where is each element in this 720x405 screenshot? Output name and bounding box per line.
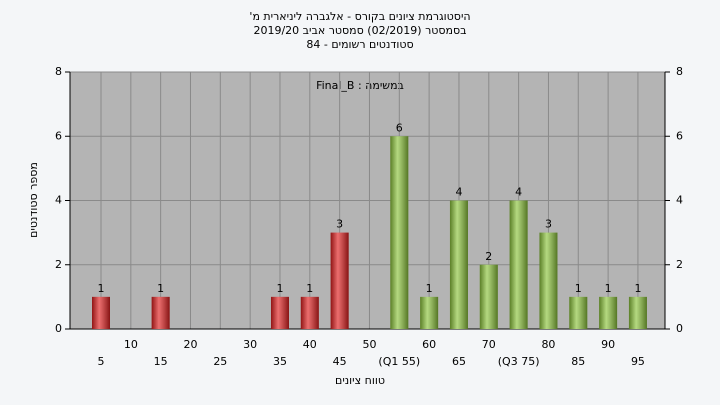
value-label: 1: [426, 282, 433, 295]
x-tick-label: (Q1 55): [378, 355, 420, 368]
x-tick-label: 90: [601, 338, 615, 351]
value-label: 4: [455, 186, 462, 199]
value-label: 3: [336, 218, 343, 231]
bar-shade: [539, 232, 558, 329]
x-tick-label: 95: [631, 355, 645, 368]
x-tick-label: 30: [243, 338, 257, 351]
bar-shade: [449, 200, 468, 329]
value-label: 1: [605, 282, 612, 295]
x-tick-label: 65: [452, 355, 466, 368]
y-tick-label: 0: [55, 322, 62, 335]
x-tick-label: 10: [124, 338, 138, 351]
x-tick-label: 40: [303, 338, 317, 351]
chart-subtitle: סטודנטים רשומים - 84: [306, 38, 413, 51]
bar-shade: [330, 232, 349, 329]
value-label: 1: [157, 282, 164, 295]
value-label: 1: [634, 282, 641, 295]
bar-shade: [599, 296, 618, 329]
bar-shade: [509, 200, 528, 329]
bar-shade: [92, 296, 110, 329]
y-tick-label: 8: [55, 65, 62, 78]
x-tick-label: 45: [333, 355, 347, 368]
chart-title: 'היסטוגרמת ציונים בקורס - אלגברה ליניארי…: [249, 10, 470, 23]
bar-shade: [151, 296, 170, 329]
bar-shade: [390, 136, 409, 329]
x-tick-label: 50: [362, 338, 376, 351]
x-tick-label: 20: [183, 338, 197, 351]
bar-shade: [300, 296, 319, 329]
bar-shade: [270, 296, 289, 329]
y-axis-label: מספר סטודנטים: [27, 162, 40, 238]
y2-tick-label: 0: [676, 322, 683, 335]
bar-shade: [628, 296, 647, 329]
y-tick-label: 2: [55, 258, 62, 271]
y2-tick-label: 6: [676, 129, 683, 142]
value-label: 1: [306, 282, 313, 295]
x-tick-label: 60: [422, 338, 436, 351]
x-tick-label: 15: [154, 355, 168, 368]
value-label: 1: [575, 282, 582, 295]
x-tick-label: 70: [482, 338, 496, 351]
x-tick-label: (Q3 75): [498, 355, 540, 368]
value-label: 1: [276, 282, 283, 295]
x-tick-label: 85: [571, 355, 585, 368]
x-tick-label: 80: [541, 338, 555, 351]
bar-shade: [479, 264, 498, 329]
bar-shade: [569, 296, 588, 329]
chart-subtitle: בסמסטר (02/2019) סמסטר אביב 2019/20: [253, 24, 466, 37]
y2-tick-label: 4: [676, 194, 683, 207]
x-tick-label: 5: [98, 355, 105, 368]
x-tick-label: 25: [213, 355, 227, 368]
value-label: 6: [396, 121, 403, 134]
y2-tick-label: 8: [676, 65, 683, 78]
value-label: 4: [515, 186, 522, 199]
y-tick-label: 6: [55, 129, 62, 142]
value-label: 3: [545, 218, 552, 231]
value-label: 2: [485, 250, 492, 263]
y2-tick-label: 2: [676, 258, 683, 271]
x-tick-label: 35: [273, 355, 287, 368]
value-label: 1: [98, 282, 105, 295]
bar-shade: [420, 296, 439, 329]
annotation: Final_B : במשימה: [316, 79, 404, 92]
x-axis-label: טווח ציונים: [335, 374, 385, 387]
y-tick-label: 4: [55, 194, 62, 207]
